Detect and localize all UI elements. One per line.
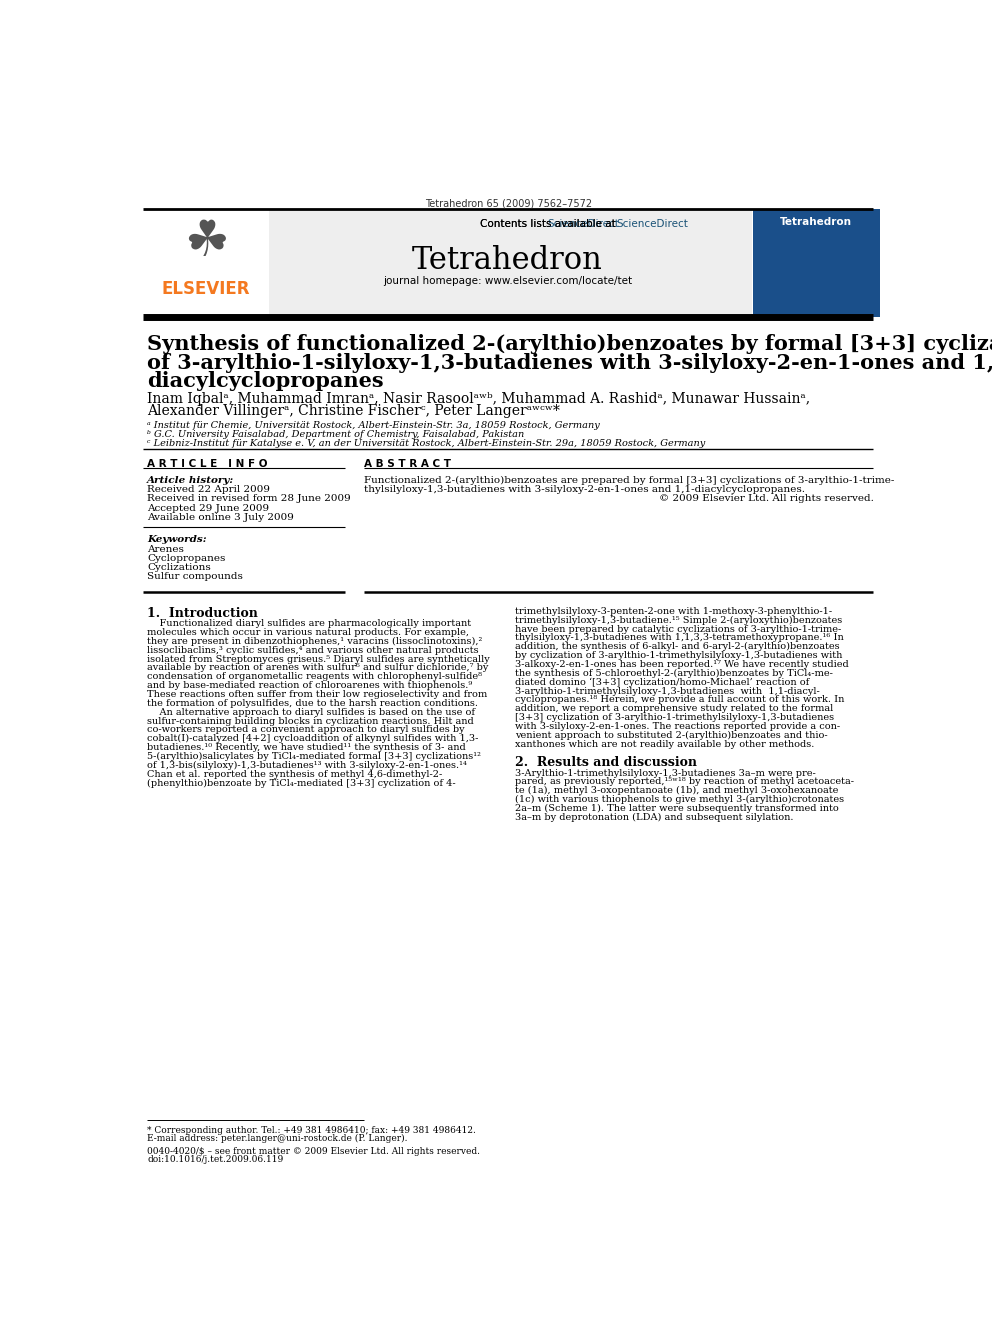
Bar (753, 209, 880, 316)
Text: 3-Arylthio-1-trimethylsilyloxy-1,3-butadienes 3a–m were pre-: 3-Arylthio-1-trimethylsilyloxy-1,3-butad… (516, 769, 816, 778)
Text: A R T I C L E   I N F O: A R T I C L E I N F O (147, 459, 268, 470)
Text: 2a–m (Scheme 1). The latter were subsequently transformed into: 2a–m (Scheme 1). The latter were subsequ… (516, 804, 839, 814)
Bar (144, 209, 269, 316)
Text: A B S T R A C T: A B S T R A C T (364, 459, 451, 470)
Text: ScienceDirect: ScienceDirect (548, 218, 619, 229)
Text: [3+3] cyclization of 3-arylthio-1-trimethylsilyloxy-1,3-butadienes: [3+3] cyclization of 3-arylthio-1-trimet… (516, 713, 834, 722)
Text: © 2009 Elsevier Ltd. All rights reserved.: © 2009 Elsevier Ltd. All rights reserved… (659, 495, 873, 504)
Text: of 3-arylthio-1-silyloxy-1,3-butadienes with 3-silyloxy-2-en-1-ones and 1,3-: of 3-arylthio-1-silyloxy-1,3-butadienes … (147, 353, 992, 373)
Text: E-mail address: peter.langer@uni-rostock.de (P. Langer).: E-mail address: peter.langer@uni-rostock… (147, 1134, 408, 1143)
Text: Alexander Villingerᵃ, Christine Fischerᶜ, Peter Langerᵃʷᶜʷ*: Alexander Villingerᵃ, Christine Fischerᶜ… (147, 405, 560, 418)
Text: Accepted 29 June 2009: Accepted 29 June 2009 (147, 504, 270, 513)
Text: 3-arylthio-1-trimethylsilyloxy-1,3-butadienes  with  1,1-diacyl-: 3-arylthio-1-trimethylsilyloxy-1,3-butad… (516, 687, 820, 696)
Text: isolated from Streptomyces griseus.⁵ Diaryl sulfides are synthetically: isolated from Streptomyces griseus.⁵ Dia… (147, 655, 490, 664)
Text: Chan et al. reported the synthesis of methyl 4,6-dimethyl-2-: Chan et al. reported the synthesis of me… (147, 770, 442, 779)
Text: These reactions often suffer from their low regioselectivity and from: These reactions often suffer from their … (147, 691, 487, 699)
Text: butadienes.¹⁰ Recently, we have studied¹¹ the synthesis of 3- and: butadienes.¹⁰ Recently, we have studied¹… (147, 744, 466, 753)
Text: diacylcyclopropanes: diacylcyclopropanes (147, 372, 384, 392)
Text: Cyclizations: Cyclizations (147, 564, 211, 572)
Text: ᵇ G.C. University Faisalabad, Department of Chemistry, Faisalabad, Pakistan: ᵇ G.C. University Faisalabad, Department… (147, 430, 525, 439)
Text: trimethylsilyloxy-1,3-butadiene.¹⁵ Simple 2-(aryloxythio)benzoates: trimethylsilyloxy-1,3-butadiene.¹⁵ Simpl… (516, 615, 842, 624)
Text: Received in revised form 28 June 2009: Received in revised form 28 June 2009 (147, 495, 351, 504)
Text: Tetrahedron: Tetrahedron (413, 245, 603, 277)
Text: with 3-silyloxy-2-en-1-ones. The reactions reported provide a con-: with 3-silyloxy-2-en-1-ones. The reactio… (516, 722, 840, 732)
Text: Functionalized 2-(arylthio)benzoates are prepared by formal [3+3] cyclizations o: Functionalized 2-(arylthio)benzoates are… (364, 476, 895, 486)
Text: by cyclization of 3-arylthio-1-trimethylsilyloxy-1,3-butadienes with: by cyclization of 3-arylthio-1-trimethyl… (516, 651, 843, 660)
Text: addition, we report a comprehensive study related to the formal: addition, we report a comprehensive stud… (516, 704, 833, 713)
Text: thylsilyloxy-1,3-butadienes with 3-silyloxy-2-en-1-ones and 1,1-diacylcyclopropa: thylsilyloxy-1,3-butadienes with 3-silyl… (364, 486, 806, 495)
Text: * Corresponding author. Tel.: +49 381 4986410; fax: +49 381 4986412.: * Corresponding author. Tel.: +49 381 49… (147, 1126, 476, 1135)
Text: 5-(arylthio)salicylates by TiCl₄-mediated formal [3+3] cyclizations¹²: 5-(arylthio)salicylates by TiCl₄-mediate… (147, 751, 481, 761)
Text: venient approach to substituted 2-(arylthio)benzoates and thio-: venient approach to substituted 2-(arylt… (516, 730, 828, 740)
Text: 3-alkoxy-2-en-1-ones has been reported.¹⁷ We have recently studied: 3-alkoxy-2-en-1-ones has been reported.¹… (516, 660, 849, 669)
Text: ᶜ Leibniz-Institut für Katalyse e. V, an der Universität Rostock, Albert-Einstei: ᶜ Leibniz-Institut für Katalyse e. V, an… (147, 439, 705, 448)
Text: thylsilyloxy-1,3-butadienes with 1,1,3,3-tetramethoxypropane.¹⁶ In: thylsilyloxy-1,3-butadienes with 1,1,3,3… (516, 634, 844, 643)
Text: ☘: ☘ (184, 218, 228, 266)
Text: Cyclopropanes: Cyclopropanes (147, 554, 225, 562)
Text: lissoclibaclins,³ cyclic sulfides,⁴ and various other natural products: lissoclibaclins,³ cyclic sulfides,⁴ and … (147, 646, 479, 655)
Text: Article history:: Article history: (147, 476, 234, 486)
Text: Available online 3 July 2009: Available online 3 July 2009 (147, 513, 294, 523)
Text: diated domino ‘[3+3] cyclization/homo-Michael’ reaction of: diated domino ‘[3+3] cyclization/homo-Mi… (516, 677, 809, 687)
Text: Functionalized diaryl sulfides are pharmacologically important: Functionalized diaryl sulfides are pharm… (147, 619, 471, 628)
Bar (144, 209, 752, 316)
Text: have been prepared by catalytic cyclizations of 3-arylthio-1-trime-: have been prepared by catalytic cyclizat… (516, 624, 841, 634)
Text: pared, as previously reported,¹⁵ʷ¹⁸ by reaction of methyl acetoaceta-: pared, as previously reported,¹⁵ʷ¹⁸ by r… (516, 778, 854, 786)
Text: 3a–m by deprotonation (LDA) and subsequent silylation.: 3a–m by deprotonation (LDA) and subseque… (516, 812, 794, 822)
Text: trimethylsilyloxy-3-penten-2-one with 1-methoxy-3-phenylthio-1-: trimethylsilyloxy-3-penten-2-one with 1-… (516, 607, 832, 617)
Text: Contents lists available at: Contents lists available at (480, 218, 619, 229)
Text: cyclopropanes.¹⁸ Herein, we provide a full account of this work. In: cyclopropanes.¹⁸ Herein, we provide a fu… (516, 696, 845, 704)
Text: sulfur-containing building blocks in cyclization reactions. Hilt and: sulfur-containing building blocks in cyc… (147, 717, 474, 725)
Text: Keywords:: Keywords: (147, 534, 207, 544)
Text: doi:10.1016/j.tet.2009.06.119: doi:10.1016/j.tet.2009.06.119 (147, 1155, 284, 1164)
Text: the formation of polysulfides, due to the harsh reaction conditions.: the formation of polysulfides, due to th… (147, 699, 478, 708)
Text: xanthones which are not readily available by other methods.: xanthones which are not readily availabl… (516, 740, 814, 749)
Text: (phenylthio)benzoate by TiCl₄-mediated [3+3] cyclization of 4-: (phenylthio)benzoate by TiCl₄-mediated [… (147, 779, 456, 787)
Text: cobalt(I)-catalyzed [4+2] cycloaddition of alkynyl sulfides with 1,3-: cobalt(I)-catalyzed [4+2] cycloaddition … (147, 734, 478, 744)
Text: Tetrahedron: Tetrahedron (780, 217, 852, 228)
Text: (1c) with various thiophenols to give methyl 3-(arylthio)crotonates: (1c) with various thiophenols to give me… (516, 795, 844, 804)
Text: Arenes: Arenes (147, 545, 185, 553)
Text: Synthesis of functionalized 2-(arylthio)benzoates by formal [3+3] cyclizations: Synthesis of functionalized 2-(arylthio)… (147, 335, 992, 355)
Text: molecules which occur in various natural products. For example,: molecules which occur in various natural… (147, 628, 469, 638)
Text: journal homepage: www.elsevier.com/locate/tet: journal homepage: www.elsevier.com/locat… (383, 275, 632, 286)
Text: co-workers reported a convenient approach to diaryl sulfides by: co-workers reported a convenient approac… (147, 725, 465, 734)
Text: Contents lists available at: Contents lists available at (480, 218, 619, 229)
Text: te (1a), methyl 3-oxopentanoate (1b), and methyl 3-oxohexanoate: te (1a), methyl 3-oxopentanoate (1b), an… (516, 786, 839, 795)
Text: available by reaction of arenes with sulfur⁶ and sulfur dichloride,⁷ by: available by reaction of arenes with sul… (147, 664, 489, 672)
Text: and by base-mediated reaction of chloroarenes with thiophenols.⁹: and by base-mediated reaction of chloroa… (147, 681, 472, 691)
Text: Sulfur compounds: Sulfur compounds (147, 573, 243, 581)
Text: Tetrahedron 65 (2009) 7562–7572: Tetrahedron 65 (2009) 7562–7572 (425, 198, 592, 209)
Text: of 1,3-bis(silyloxy)-1,3-butadienes¹³ with 3-silyloxy-2-en-1-ones.¹⁴: of 1,3-bis(silyloxy)-1,3-butadienes¹³ wi… (147, 761, 467, 770)
Text: 2.  Results and discussion: 2. Results and discussion (516, 757, 697, 769)
Text: 1.  Introduction: 1. Introduction (147, 607, 258, 620)
Text: the synthesis of 5-chloroethyl-2-(arylthio)benzoates by TiCl₄-me-: the synthesis of 5-chloroethyl-2-(arylth… (516, 669, 833, 677)
Text: 0040-4020/$ – see front matter © 2009 Elsevier Ltd. All rights reserved.: 0040-4020/$ – see front matter © 2009 El… (147, 1147, 480, 1156)
Text: addition, the synthesis of 6-alkyl- and 6-aryl-2-(arylthio)benzoates: addition, the synthesis of 6-alkyl- and … (516, 643, 840, 651)
Text: ELSEVIER: ELSEVIER (162, 280, 250, 299)
Text: ᵃ Institut für Chemie, Universität Rostock, Albert-Einstein-Str. 3a, 18059 Rosto: ᵃ Institut für Chemie, Universität Rosto… (147, 421, 600, 430)
Text: ScienceDirect: ScienceDirect (616, 218, 688, 229)
Text: Received 22 April 2009: Received 22 April 2009 (147, 486, 270, 495)
Text: Inam Iqbalᵃ, Muhammad Imranᵃ, Nasir Rasoolᵃʷᵇ, Muhammad A. Rashidᵃ, Munawar Huss: Inam Iqbalᵃ, Muhammad Imranᵃ, Nasir Raso… (147, 392, 810, 406)
Text: condensation of organometallic reagents with chlorophenyl-sulfide⁸: condensation of organometallic reagents … (147, 672, 482, 681)
Text: An alternative approach to diaryl sulfides is based on the use of: An alternative approach to diaryl sulfid… (147, 708, 475, 717)
Text: they are present in dibenzothiophenes,¹ varacins (lissoclinotoxins),²: they are present in dibenzothiophenes,¹ … (147, 636, 482, 646)
